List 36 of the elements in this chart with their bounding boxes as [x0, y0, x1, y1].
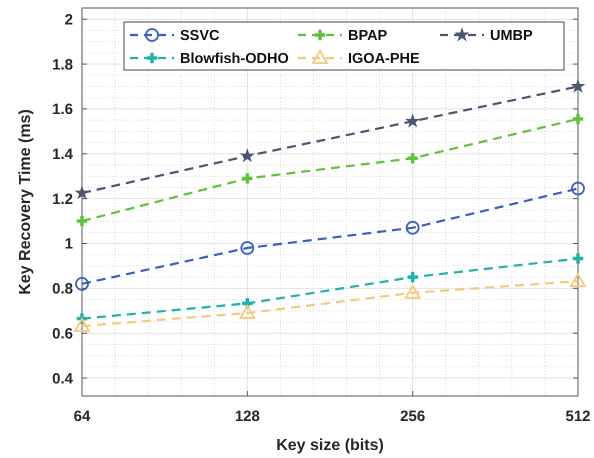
y-tick-label: 1.8 [52, 56, 73, 74]
point [240, 148, 255, 162]
legend-label: SSVC [180, 28, 220, 44]
x-tick-label: 128 [234, 408, 260, 425]
point [571, 182, 585, 196]
point [242, 173, 253, 184]
point [75, 276, 89, 291]
legend-label: BPAP [348, 28, 388, 44]
point [74, 318, 90, 332]
y-tick-label: 0.4 [52, 370, 74, 388]
y-tick-label: 0.8 [52, 280, 73, 298]
point [239, 305, 256, 319]
y-tick-label: 1.4 [52, 146, 74, 164]
point [74, 185, 90, 200]
y-tick-label: 1.2 [52, 190, 73, 208]
y-axis-title: Key Recovery Time (ms) [17, 109, 34, 295]
y-tick-label: 0.6 [52, 325, 73, 342]
y-tick-label: 1.6 [52, 101, 73, 118]
point [405, 113, 420, 128]
x-axis-title: Key size (bits) [276, 437, 384, 454]
point [570, 273, 586, 288]
legend-label: IGOA-PHE [348, 51, 420, 68]
point [570, 78, 586, 93]
point [407, 153, 418, 164]
x-tick-label: 64 [74, 408, 91, 425]
legend-label: UMBP [490, 28, 534, 44]
point [406, 220, 420, 235]
point [240, 241, 254, 255]
point [407, 272, 418, 282]
legend-label: Blowfish-ODHO [180, 51, 289, 68]
point [404, 284, 421, 299]
point [76, 216, 88, 226]
y-tick-label: 1 [64, 236, 73, 253]
y-tick-label: 2 [64, 11, 73, 28]
x-tick-label: 256 [400, 408, 426, 425]
x-tick-label: 512 [565, 408, 591, 425]
